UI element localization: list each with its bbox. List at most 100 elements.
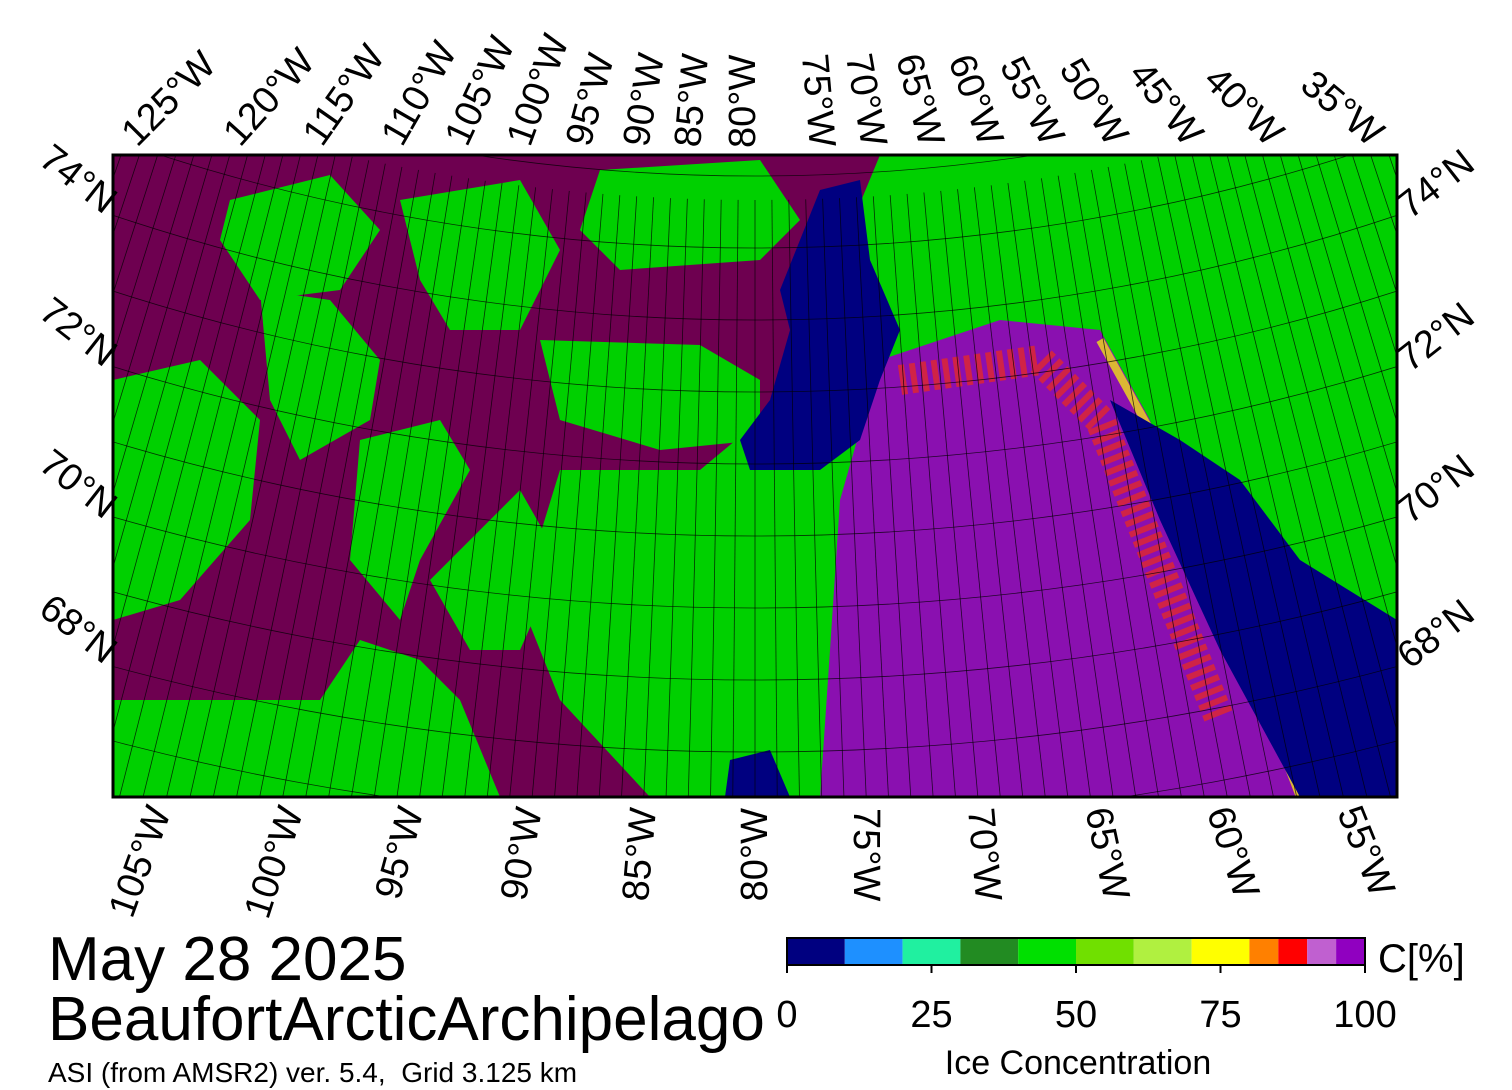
colorbar-segment [1191,938,1250,965]
meridian [0,56,30,795]
meridian [1226,155,1391,797]
latitude-label: 72°N [1390,295,1483,380]
meridian [906,193,956,797]
colorbar-segment [1133,938,1192,965]
meridian [1007,183,1091,797]
longitude-label: 40°W [1196,59,1292,155]
ice-edge [897,344,1234,726]
meridian [643,198,671,797]
meridian [839,198,867,797]
meridian [305,169,419,797]
colorbar-segment [844,938,903,965]
longitude-label: 60°W [1198,802,1267,904]
colorbar-segment [1307,938,1337,965]
meridian [1041,178,1137,797]
meridian [788,199,800,797]
meridian [1191,155,1344,797]
meridian [142,155,301,797]
meridian [113,155,140,236]
meridian [1480,56,1512,795]
meridian [236,160,370,797]
meridian [923,192,979,797]
meridian [822,198,845,797]
meridian [687,199,705,797]
colorbar-segment [960,938,1019,965]
longitude-label: 55°W [1329,800,1403,902]
open-water [725,750,790,797]
date: May 28 2025 [48,925,406,994]
longitude-label: 85°W [667,52,717,149]
meridian [1279,155,1397,569]
meridian [1370,155,1397,236]
meridian [1333,155,1397,358]
latitude-label: 70°N [1390,447,1483,532]
meridian [1174,155,1321,797]
latitude-label: 68°N [32,587,125,672]
meridian [1262,155,1397,649]
longitude-label: 100°W [237,801,312,923]
meridian [464,187,537,797]
meridian [889,195,934,797]
meridian [119,155,284,797]
meridian [113,155,159,295]
longitude-label: 80°W [734,808,776,901]
colorbar-segment [1076,938,1134,965]
longitude-label: 105°W [101,801,180,923]
latitude-label: 74°N [32,137,125,222]
longitude-label: 90°W [616,50,674,149]
meridian [1074,172,1182,797]
meridian [1107,166,1228,797]
colorbar-segment [1249,938,1279,965]
meridian [113,155,248,649]
colorbar-tick-label: 0 [776,994,797,1036]
colorbar-segment [787,938,845,965]
longitude-label: 45°W [1120,54,1211,154]
meridian [113,155,231,569]
colorbar-tick-label: 75 [1199,994,1241,1036]
longitude-label: 90°W [493,804,551,903]
colorbar-segment [1018,938,1076,965]
meridian [1297,155,1397,495]
colorbar: 0 25 50 75 100 C[%] Ice Concentration [776,937,1465,1082]
meridian [113,155,195,424]
meridian [113,155,213,495]
meridian [396,180,486,797]
meridian [973,187,1046,797]
meridian [212,156,353,797]
longitude-label: 65°W [1076,804,1137,904]
longitude-label: 50°W [1051,51,1136,153]
meridian [113,155,266,734]
meridian [665,198,688,797]
graticule [0,50,1512,797]
meridian [328,172,436,797]
meridian [1057,175,1159,797]
islands [113,160,900,797]
latitude-label: 74°N [1390,142,1483,227]
meridian [621,197,654,797]
meridian [1024,180,1114,797]
meridian [1315,155,1397,424]
colorbar-tick-label: 25 [910,994,952,1036]
meridian [576,195,621,797]
meridian [1496,50,1512,787]
longitude-label: 115°W [295,38,394,154]
longitude-label: 70°W [959,806,1009,903]
longitude-label: 85°W [615,806,665,903]
longitude-label: 95°W [368,802,433,903]
meridian [1351,155,1397,295]
meridian [282,166,403,797]
latitude-label: 70°N [32,442,125,527]
meridian [0,50,14,787]
longitude-label: 70°W [837,50,895,149]
meridian [1124,163,1251,797]
meridian [990,185,1069,797]
meridian [113,155,177,358]
meridian [419,183,503,797]
colorbar-tick-label: 100 [1333,994,1396,1036]
longitude-label: 75°W [845,808,887,901]
meridian [166,155,319,797]
meridian [940,190,1001,797]
longitude-label: 125°W [114,44,225,155]
meridian [554,193,604,797]
meridian [1244,155,1397,734]
